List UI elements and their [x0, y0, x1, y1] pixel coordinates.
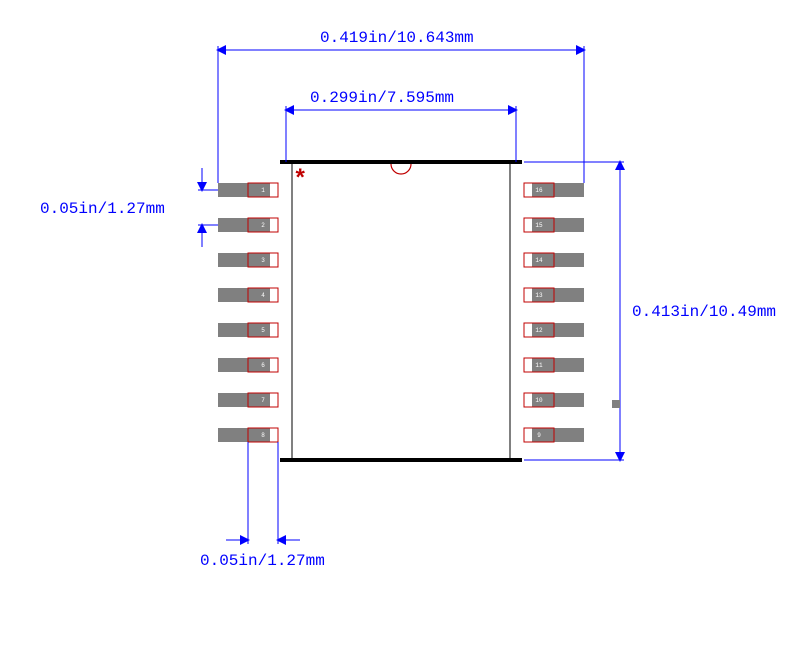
pin-label: 4	[261, 292, 265, 299]
pin-label: 10	[535, 397, 543, 404]
pin-label: 16	[535, 187, 543, 194]
dimension-label: 0.05in/1.27mm	[200, 552, 325, 570]
pin-label: 7	[261, 397, 265, 404]
pin-label: 13	[535, 292, 543, 299]
pin-label: 5	[261, 327, 265, 334]
pin-label: 14	[535, 257, 543, 264]
footprint-diagram: 12345678 161514131211109 0.419in/10.643m…	[0, 0, 800, 651]
pin-label: 2	[261, 222, 265, 229]
orientation-dot	[612, 400, 620, 408]
pin-label: 11	[535, 362, 543, 369]
ic-body-outline	[280, 160, 522, 462]
dimension-label: 0.299in/7.595mm	[310, 89, 454, 107]
pads-left: 1 2 3 4 5 6 7 8	[218, 183, 278, 442]
dimension-label: 0.419in/10.643mm	[320, 29, 474, 47]
pads-right: 16 15 14 13 12 11 10 9	[524, 183, 584, 442]
pin-label: 9	[537, 432, 541, 439]
pin1-marker: *	[293, 167, 307, 194]
dimensions: 0.419in/10.643mm 0.299in/7.595mm 0.413in/1…	[40, 29, 776, 570]
pin-label: 3	[261, 257, 265, 264]
dimension-label: 0.413in/10.49mm	[632, 303, 776, 321]
pin-label: 8	[261, 432, 265, 439]
dimension-label: 0.05in/1.27mm	[40, 200, 165, 218]
pin-label: 15	[535, 222, 543, 229]
pin-label: 12	[535, 327, 543, 334]
pin-label: 6	[261, 362, 265, 369]
pin-label: 1	[261, 187, 265, 194]
notch-arc	[391, 164, 411, 174]
